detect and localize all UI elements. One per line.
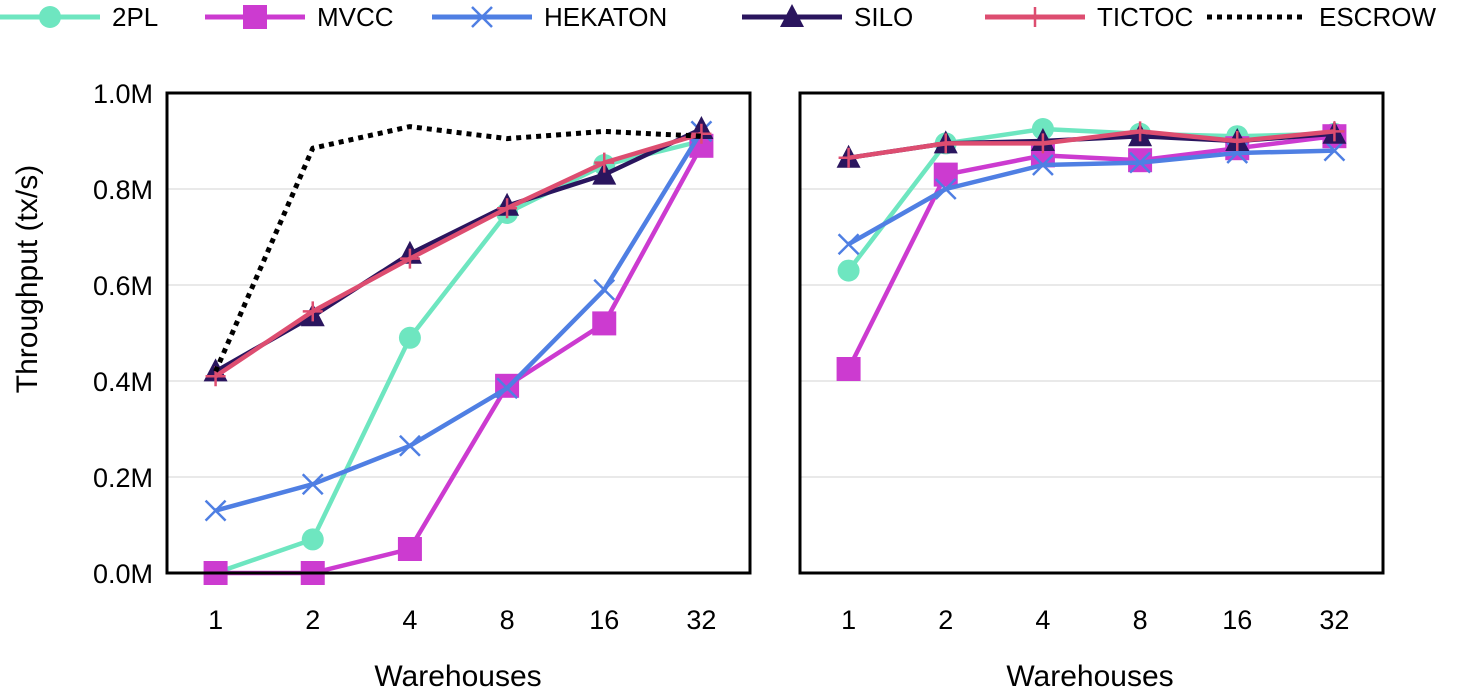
data-point-tictoc xyxy=(935,133,956,154)
data-point-hekaton xyxy=(1129,151,1151,174)
legend-marker-2pl xyxy=(39,6,61,28)
data-point-hekaton xyxy=(593,278,616,301)
y-tick-label: 1.0M xyxy=(93,79,153,109)
legend-marker-mvcc xyxy=(243,5,267,29)
series-line-2pl xyxy=(214,138,702,576)
x-tick-label: 1 xyxy=(841,605,856,635)
y-tick-label: 0.8M xyxy=(93,175,153,205)
data-point-2pl xyxy=(398,326,421,349)
series-hekaton xyxy=(204,120,713,522)
data-point-2pl xyxy=(301,528,324,551)
series-line-2pl xyxy=(846,126,1335,272)
data-point-hekaton xyxy=(496,377,518,400)
series-line-hekaton xyxy=(847,148,1335,247)
x-tick-label: 4 xyxy=(402,605,417,635)
x-tick-label: 32 xyxy=(686,605,716,635)
data-point-tictoc xyxy=(302,301,323,322)
data-point-tictoc xyxy=(1324,121,1345,142)
data-point-tictoc xyxy=(594,152,615,173)
series-line-mvcc xyxy=(215,144,704,576)
series-hekaton xyxy=(837,139,1346,256)
y-tick-label: 0.4M xyxy=(93,367,153,397)
x-tick-label: 16 xyxy=(1222,605,1252,635)
x-tick-label: 2 xyxy=(305,605,320,635)
legend-item-silo: SILO xyxy=(742,2,913,32)
series-line-hekaton xyxy=(214,130,704,513)
legend-label-hekaton: HEKATON xyxy=(544,2,667,32)
data-point-silo xyxy=(592,161,617,185)
data-point-hekaton xyxy=(1032,154,1054,176)
x-tick-label: 1 xyxy=(208,605,223,635)
series-line-mvcc xyxy=(846,133,1335,371)
data-point-2pl xyxy=(837,259,860,282)
legend-item-tictoc: TICTOC xyxy=(985,2,1193,32)
series-line-tictoc xyxy=(848,129,1335,161)
y-tick-label: 0.2M xyxy=(93,463,153,493)
series-tictoc xyxy=(838,121,1345,168)
plot-frame xyxy=(798,91,1385,575)
data-point-tictoc xyxy=(497,198,518,219)
data-point-mvcc xyxy=(397,537,422,561)
panel-left: 0.0M 0.2M 0.4M 0.6M 0.8M 1.0M 1 2 4 8 16 32 xyxy=(93,79,752,635)
legend-item-escrow: ESCROW xyxy=(1207,2,1436,32)
data-point-hekaton xyxy=(399,434,421,457)
series-2pl xyxy=(204,130,713,584)
x-tick-label: 32 xyxy=(1319,605,1349,635)
x-tick-label: 4 xyxy=(1035,605,1050,635)
x-tick-label: 8 xyxy=(500,605,515,635)
data-point-tictoc xyxy=(838,147,859,168)
x-tick-label: 16 xyxy=(589,605,619,635)
data-point-mvcc xyxy=(933,162,958,187)
x-axis-title-left: Warehouses xyxy=(374,660,541,692)
y-tick-label: 0.0M xyxy=(93,559,153,589)
legend-item-mvcc: MVCC xyxy=(205,2,394,32)
data-point-mvcc xyxy=(836,357,861,381)
legend: 2PL MVCC HEKATON SILO TICTOC ESCROW xyxy=(0,2,1436,32)
data-point-tictoc xyxy=(1227,131,1248,151)
y-tick-label: 0.6M xyxy=(93,271,153,301)
data-point-hekaton xyxy=(934,178,957,200)
series-tictoc xyxy=(205,123,712,387)
x-tick-label: 8 xyxy=(1133,605,1148,635)
x-tick-label: 2 xyxy=(938,605,953,635)
legend-label-2pl: 2PL xyxy=(112,2,158,32)
legend-marker-silo xyxy=(780,4,804,27)
data-point-hekaton xyxy=(301,473,324,496)
series-line-escrow xyxy=(213,124,702,373)
data-point-tictoc xyxy=(691,123,712,144)
x-axis-title-right: Warehouses xyxy=(1006,660,1173,692)
legend-label-tictoc: TICTOC xyxy=(1097,2,1193,32)
legend-marker-tictoc xyxy=(1025,7,1045,27)
series-line-silo xyxy=(214,126,703,374)
series-escrow xyxy=(213,124,702,373)
legend-item-hekaton: HEKATON xyxy=(432,2,667,32)
data-point-tictoc xyxy=(1130,121,1151,142)
data-point-hekaton xyxy=(1323,139,1346,162)
data-point-hekaton xyxy=(204,499,227,522)
legend-label-escrow: ESCROW xyxy=(1319,2,1436,32)
series-mvcc xyxy=(203,133,714,585)
panel-right: 1 2 4 8 16 32 xyxy=(798,91,1385,635)
plot-frame xyxy=(165,91,752,575)
legend-label-silo: SILO xyxy=(854,2,913,32)
legend-item-2pl: 2PL xyxy=(0,2,158,32)
data-point-hekaton xyxy=(837,233,860,256)
data-point-tictoc xyxy=(399,248,420,269)
legend-label-mvcc: MVCC xyxy=(317,2,394,32)
data-point-tictoc xyxy=(1032,133,1053,154)
series-line-tictoc xyxy=(214,131,703,379)
legend-marker-hekaton xyxy=(471,6,493,28)
y-axis-title: Throughput (tx/s) xyxy=(11,165,44,393)
data-point-mvcc xyxy=(592,311,617,336)
